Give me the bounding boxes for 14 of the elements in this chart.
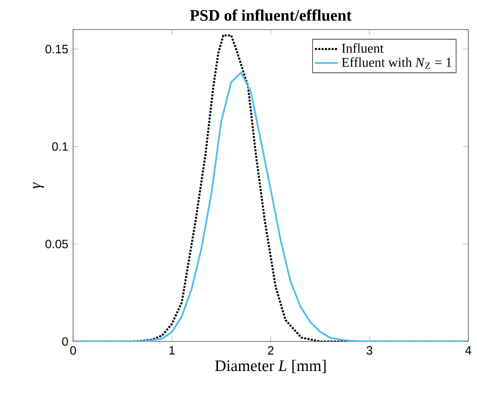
y-tick-label: 0.15 [45,45,68,54]
x-tick-label: 1 [169,346,175,355]
x-tick-label: 3 [366,346,372,355]
legend-label: Influent [342,43,384,54]
x-tick-label: 4 [465,346,472,355]
y-axis-title: γ [33,182,44,189]
x-tick-label: 2 [268,346,274,355]
legend-label: Effluent with N$_{Z}$ = 1 [342,58,452,69]
y-tick-label: 0.05 [45,240,68,248]
chart-title: PSD of influent/effluent [190,10,352,22]
x-axis-title: Diameter L [mm] [215,360,326,374]
y-tick-label: 0 [62,337,68,346]
x-tick-label: 0 [70,346,76,355]
y-tick-label: 0.1 [52,142,68,152]
